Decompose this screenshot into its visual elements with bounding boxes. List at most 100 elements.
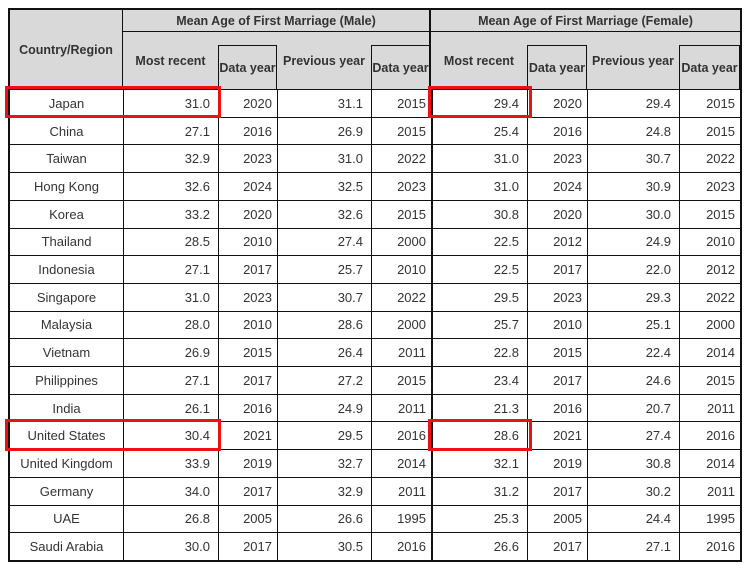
male-previous-year-cell: 31.0 [277,145,371,173]
male-most-recent-cell: 31.0 [123,283,218,311]
female-previous-year-cell: 30.9 [587,173,679,200]
female-previous-data-year-cell: 2011 [679,477,740,505]
female-most-recent-cell: 21.3 [431,394,527,422]
male-previous-data-year-cell: 2000 [371,228,431,256]
male-group-title: Mean Age of First Marriage (Male) [123,10,429,32]
male-data-year-cell: 2020 [218,90,277,117]
country-cell: India [52,400,81,416]
female-data-year-cell: 2017 [527,367,587,394]
female-previous-data-year-cell: 2016 [679,533,740,560]
country-cell: Saudi Arabia [29,539,104,555]
female-data-year-cell: 2023 [527,283,587,311]
female-previous-data-year-cell: 2022 [679,283,740,311]
female-previous-data-year-cell: 2015 [679,200,740,228]
female-previous-data-year-cell: 2012 [679,256,740,283]
table-row: Japan 31.0 2020 31.1 2015 29.4 2020 29.4… [10,90,740,117]
male-previous-data-year-cell: 2023 [371,173,431,200]
female-previous-year-header: Previous year [592,53,674,68]
male-data-year-cell: 2005 [218,505,277,533]
country-cell: Korea [49,206,84,222]
male-data-year-cell: 2020 [218,200,277,228]
male-previous-year-cell: 25.7 [277,256,371,283]
country-cell: Indonesia [38,262,95,278]
male-previous-year-cell: 27.2 [277,367,371,394]
male-most-recent-cell: 27.1 [123,367,218,394]
female-most-recent-cell: 23.4 [431,367,527,394]
male-previous-data-year-cell: 2022 [371,283,431,311]
male-data-year-cell: 2010 [218,228,277,256]
male-most-recent-cell: 32.9 [123,145,218,173]
female-most-recent-cell: 22.5 [431,256,527,283]
male-most-recent-cell: 33.2 [123,200,218,228]
female-most-recent-cell: 29.5 [431,283,527,311]
male-most-recent-cell: 26.9 [123,339,218,367]
table-row: Philippines 27.1 2017 27.2 2015 23.4 201… [10,366,740,394]
female-column-group: Mean Age of First Marriage (Female) Most… [431,10,740,89]
female-most-recent-cell: 30.8 [431,200,527,228]
male-previous-data-year-cell: 2011 [371,394,431,422]
male-column-group: Mean Age of First Marriage (Male) Most r… [123,10,431,89]
male-previous-year-cell: 32.5 [277,173,371,200]
male-previous-data-year-cell: 2022 [371,145,431,173]
female-previous-data-year-cell: 2016 [679,422,740,450]
male-previous-data-year-cell: 2015 [371,117,431,145]
data-year-box: Data year [371,45,429,89]
female-most-recent-cell: 32.1 [431,450,527,477]
female-data-year-cell: 2023 [527,145,587,173]
table-row: Saudi Arabia 30.0 2017 30.5 2016 26.6 20… [10,532,740,560]
male-previous-data-year-cell: 2000 [371,311,431,339]
male-data-year-cell: 2019 [218,450,277,477]
table-header: Country/Region Mean Age of First Marriag… [10,10,740,90]
female-previous-year-cell: 30.7 [587,145,679,173]
country-cell: Vietnam [42,345,91,361]
female-previous-year-cell: 27.4 [587,422,679,450]
table-row: Korea 33.2 2020 32.6 2015 30.8 2020 30.0… [10,199,740,228]
male-data-year-cell: 2017 [218,367,277,394]
female-previous-year-cell: 29.3 [587,283,679,311]
country-cell: Japan [48,95,85,111]
male-data-year-cell: 2017 [218,477,277,505]
table-row: Taiwan 32.9 2023 31.0 2022 31.0 2023 30.… [10,144,740,173]
male-data-year-cell: 2023 [218,283,277,311]
male-data-year-cell: 2016 [218,394,277,422]
male-previous-year-header: Previous year [283,53,365,68]
table-row: Hong Kong 32.6 2024 32.5 2023 31.0 2024 … [10,172,740,200]
country-cell: Philippines [35,372,98,388]
female-data-year-cell: 2012 [527,228,587,256]
male-most-recent-header: Most recent [135,53,206,68]
country-cell: Germany [39,483,94,499]
data-year-box: Data year [527,45,587,89]
male-most-recent-cell: 27.1 [123,256,218,283]
female-most-recent-cell: 29.4 [431,90,527,117]
female-previous-year-cell: 30.8 [587,450,679,477]
male-previous-year-cell: 27.4 [277,228,371,256]
country-cell: UAE [53,511,80,527]
female-previous-year-cell: 30.0 [587,200,679,228]
female-previous-year-cell: 24.4 [587,505,679,533]
male-data-year-cell: 2017 [218,256,277,283]
table-row: India 26.1 2016 24.9 2011 21.3 2016 20.7… [10,393,740,422]
female-data-year-cell: 2024 [527,173,587,200]
data-year-box: Data year [679,45,740,89]
table-row: United States 30.4 2021 29.5 2016 28.6 2… [10,421,740,450]
male-previous-data-year-cell: 2015 [371,367,431,394]
male-data-year-1-header: Data year [218,32,277,89]
female-most-recent-cell: 28.6 [431,422,527,450]
female-previous-year-cell: 25.1 [587,311,679,339]
country-cell: Singapore [36,289,97,305]
female-data-year-cell: 2017 [527,477,587,505]
female-most-recent-header: Most recent [443,53,515,68]
male-previous-year-cell: 31.1 [277,90,371,117]
male-previous-year-cell: 26.9 [277,117,371,145]
female-previous-year-cell: 20.7 [587,394,679,422]
female-previous-data-year-cell: 2000 [679,311,740,339]
table-row: UAE 26.8 2005 26.6 1995 25.3 2005 24.4 1… [10,504,740,533]
female-previous-data-year-cell: 2022 [679,145,740,173]
data-year-box: Data year [218,45,277,89]
table-row: Germany 34.0 2017 32.9 2011 31.2 2017 30… [10,476,740,505]
female-most-recent-cell: 25.3 [431,505,527,533]
male-previous-data-year-cell: 2015 [371,200,431,228]
table-row: Singapore 31.0 2023 30.7 2022 29.5 2023 … [10,282,740,311]
country-cell: Taiwan [46,151,87,167]
